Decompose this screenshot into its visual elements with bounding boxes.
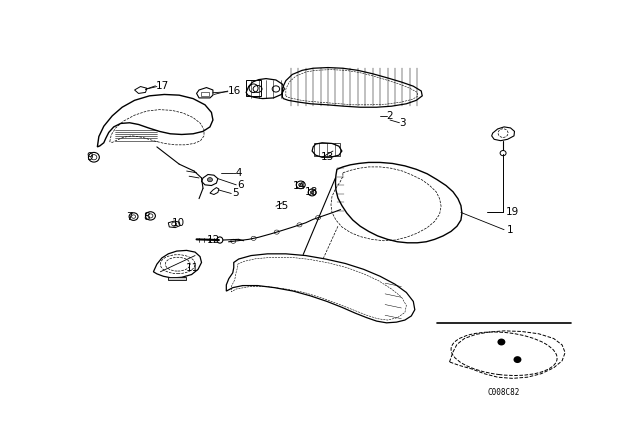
Text: 9: 9 (86, 152, 93, 162)
Text: 17: 17 (156, 81, 169, 91)
Text: 7: 7 (125, 211, 132, 222)
Text: 10: 10 (172, 219, 185, 228)
Bar (246, 80, 261, 96)
Text: 13: 13 (321, 152, 334, 162)
Text: 1: 1 (507, 225, 513, 235)
Bar (168, 277, 186, 280)
Ellipse shape (497, 339, 506, 345)
Ellipse shape (299, 183, 303, 186)
Text: 11: 11 (186, 263, 199, 273)
Text: 2: 2 (387, 111, 393, 121)
Text: C008C82: C008C82 (488, 388, 520, 397)
Text: -4: -4 (233, 168, 243, 178)
Text: 19: 19 (506, 207, 519, 217)
Text: 18: 18 (305, 187, 318, 198)
Text: 14: 14 (293, 181, 307, 190)
Ellipse shape (513, 356, 522, 363)
Bar (200, 92, 209, 96)
Text: 12: 12 (207, 235, 220, 245)
Ellipse shape (207, 177, 212, 182)
Text: 6: 6 (237, 180, 244, 190)
Text: 15: 15 (276, 201, 289, 211)
Text: 16: 16 (228, 86, 241, 96)
Bar (314, 143, 340, 155)
Ellipse shape (310, 191, 314, 194)
Text: 3: 3 (399, 118, 406, 128)
Text: 5: 5 (232, 189, 239, 198)
Text: 8: 8 (143, 211, 150, 222)
